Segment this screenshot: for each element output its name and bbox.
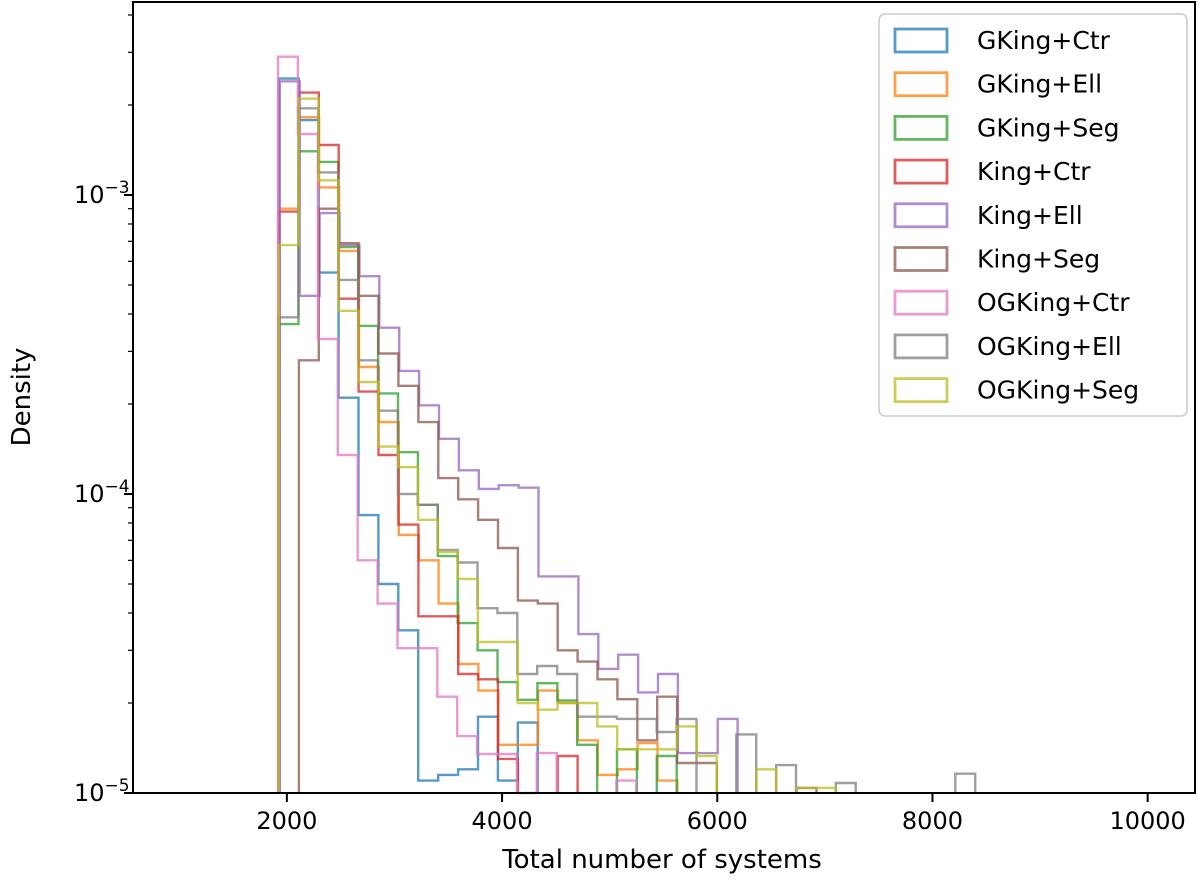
legend-label-GKing+Ell: GKing+Ell xyxy=(977,70,1102,99)
x-axis-label: Total number of systems xyxy=(501,845,822,875)
series-OGKing+Ctr xyxy=(276,55,638,795)
y-tick-label: 10−4 xyxy=(74,477,130,508)
x-tick-label: 8000 xyxy=(902,807,963,835)
legend-box xyxy=(878,13,1188,417)
x-tick-label: 2000 xyxy=(256,807,317,835)
legend-label-OGKing+Ell: OGKing+Ell xyxy=(977,332,1122,361)
legend-swatch-King+Ell xyxy=(893,202,949,229)
legend-swatch-OGKing+Ell xyxy=(893,333,949,360)
legend-swatch-King+Seg xyxy=(893,246,949,272)
y-tick-label: 10−5 xyxy=(74,776,130,807)
legend-swatch-GKing+Ell xyxy=(893,71,949,98)
legend-label-OGKing+Ctr: OGKing+Ctr xyxy=(977,288,1130,317)
legend-label-OGKing+Seg: OGKing+Seg xyxy=(977,376,1139,405)
x-tick-label: 4000 xyxy=(472,807,533,835)
legend-label-GKing+Seg: GKing+Seg xyxy=(977,113,1120,142)
legend-swatch-OGKing+Ctr xyxy=(893,289,949,316)
series-OGKing+Seg xyxy=(277,97,838,793)
legend-label-GKing+Ctr: GKing+Ctr xyxy=(977,26,1111,55)
series-King+Ctr xyxy=(277,91,579,793)
legend-swatch-OGKing+Seg xyxy=(893,377,949,404)
y-tick-label: 10−3 xyxy=(74,178,130,209)
legend-swatch-King+Ctr xyxy=(893,158,949,185)
series-OGKing+Ell xyxy=(277,107,977,793)
legend-swatch-GKing+Seg xyxy=(893,115,949,141)
y-axis-label: Density xyxy=(7,348,37,447)
legend-label-King+Ell: King+Ell xyxy=(977,201,1083,230)
legend-label-King+Seg: King+Seg xyxy=(977,245,1100,274)
legend-swatch-GKing+Ctr xyxy=(893,27,949,54)
x-tick-label: 6000 xyxy=(687,807,748,835)
x-tick-label: 10000 xyxy=(1109,807,1185,835)
series-King+Ell xyxy=(278,80,739,793)
legend-label-King+Ctr: King+Ctr xyxy=(977,157,1091,186)
plot-frame xyxy=(132,1,1196,794)
